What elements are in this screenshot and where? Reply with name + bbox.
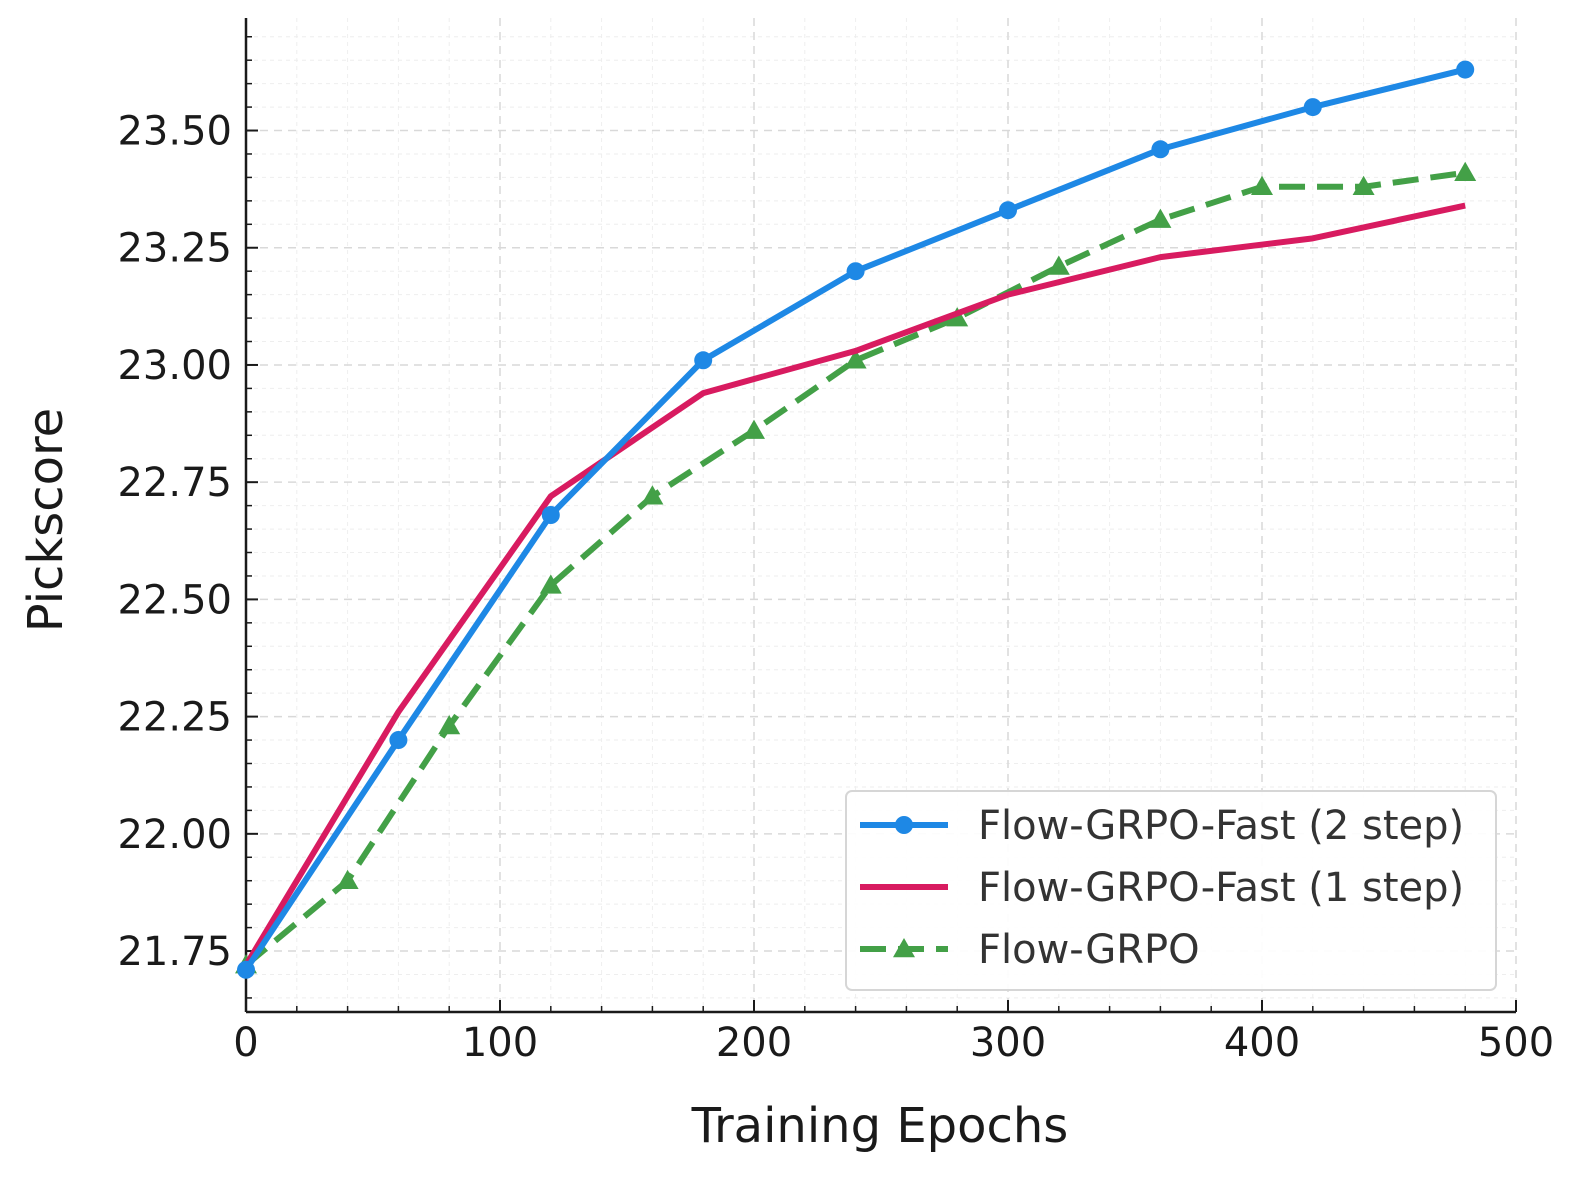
series <box>235 60 1477 979</box>
x-tick-label: 400 <box>1224 1020 1300 1066</box>
y-tick-label: 23.50 <box>117 109 232 155</box>
x-tick-label: 100 <box>462 1020 538 1066</box>
data-point <box>694 351 713 370</box>
axes <box>244 18 1517 1014</box>
data-point <box>946 307 969 327</box>
data-point <box>1303 98 1322 117</box>
x-tick-label: 300 <box>970 1020 1046 1066</box>
data-point <box>1352 175 1375 196</box>
legend-label: Flow-GRPO-Fast (2 step) <box>978 803 1464 849</box>
data-point <box>846 262 865 281</box>
data-point <box>438 714 461 735</box>
x-tick-label: 500 <box>1478 1020 1554 1066</box>
y-tick-label: 22.25 <box>117 695 232 741</box>
data-point <box>1149 208 1172 228</box>
data-point <box>743 419 765 439</box>
data-point <box>1251 175 1273 196</box>
legend-marker <box>893 938 915 958</box>
data-point <box>237 960 255 979</box>
series-line <box>243 202 1466 967</box>
legend-label: Flow-GRPO-Fast (1 step) <box>978 865 1464 911</box>
y-tick-label: 22.75 <box>117 460 232 506</box>
legend-marker <box>895 816 913 834</box>
data-point <box>336 869 359 889</box>
data-point <box>641 485 664 505</box>
data-point <box>541 506 560 524</box>
data-point <box>1047 255 1070 275</box>
y-tick-label: 22.00 <box>117 812 232 858</box>
series-flow-grpo-fast-2-step <box>237 60 1475 979</box>
data-point <box>389 731 408 750</box>
legend-label: Flow-GRPO <box>978 927 1200 973</box>
data-point <box>539 574 562 594</box>
y-tick-label: 23.25 <box>117 226 232 272</box>
data-point <box>1456 60 1475 79</box>
data-point <box>999 201 1017 220</box>
x-tick-label: 200 <box>716 1020 792 1066</box>
legend: Flow-GRPO-Fast (2 step) Flow-GRPO-Fast (1… <box>845 790 1497 991</box>
data-point <box>844 349 867 369</box>
legend-item: Flow-GRPO <box>860 927 1200 973</box>
y-tick-label: 22.50 <box>117 577 232 623</box>
legend-item: Flow-GRPO-Fast (1 step) <box>860 865 1464 911</box>
legend-item: Flow-GRPO-Fast (2 step) <box>860 803 1464 849</box>
legend-box <box>845 790 1497 991</box>
x-axis-label: Training Epochs <box>691 1098 1069 1154</box>
y-axis-label: Pickscore <box>18 408 74 632</box>
x-tick-label: 0 <box>233 1020 258 1066</box>
data-point <box>1151 140 1170 159</box>
data-point <box>1454 161 1477 181</box>
y-tick-label: 21.75 <box>117 929 232 975</box>
y-tick-label: 23.00 <box>117 343 232 389</box>
series-flow-grpo-fast-1-step <box>243 202 1466 967</box>
tick-labels: 0 100 200 300 400 500 21.75 22.00 22.25 22.50 22.7… <box>117 109 1554 1066</box>
